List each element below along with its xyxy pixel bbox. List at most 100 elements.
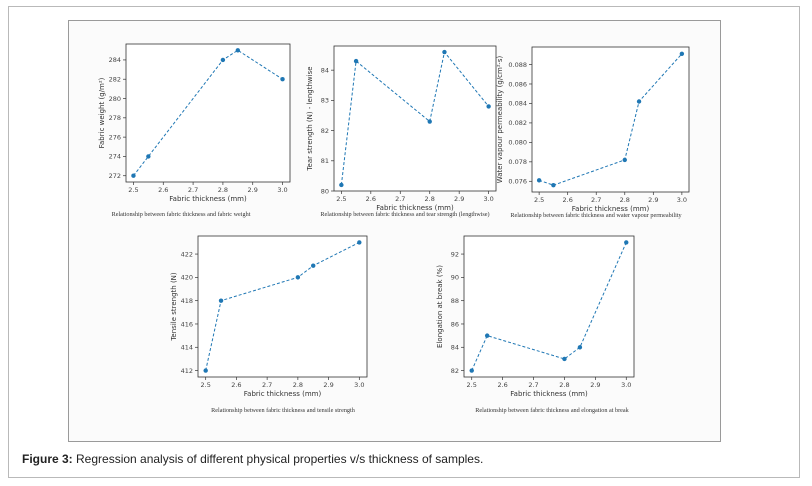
y-tick-label: 82	[321, 127, 329, 135]
x-tick-label: 3.0	[354, 381, 364, 389]
x-tick-label: 2.6	[366, 195, 376, 203]
chart-subtitle: Relationship between fabric thickness an…	[475, 407, 629, 414]
y-tick-label: 416	[181, 320, 193, 328]
chart-wvp: 2.5 2.6 2.7 2.8 2.9 3.0 0.076 0.078 0.080 0.082 0.…	[496, 46, 690, 219]
data-point	[218, 298, 224, 303]
y-tick-label: 0.076	[508, 178, 527, 186]
x-axis-label: Fabric thickness (mm)	[376, 204, 454, 212]
y-tick-label: 88	[451, 297, 459, 305]
y-tick-label: 280	[109, 95, 121, 103]
y-tick-label: 86	[451, 320, 459, 328]
x-tick-label: 2.7	[528, 381, 538, 389]
plot-area	[333, 45, 497, 192]
x-tick-label: 3.0	[277, 186, 287, 194]
x-axis-label: Fabric thickness (mm)	[510, 390, 588, 398]
x-tick-label: 2.6	[231, 381, 241, 389]
x-tick-label: 2.7	[262, 381, 272, 389]
chart-subtitle: Relationship between fabric thickness an…	[112, 211, 251, 218]
chart-tear: 2.5 2.6 2.7 2.8 2.9 3.0 80 81 82 83 84 Fabric thick…	[306, 45, 497, 218]
y-tick-label: 83	[321, 97, 329, 105]
x-tick-label: 2.8	[559, 381, 569, 389]
x-tick-label: 2.7	[395, 195, 405, 203]
y-tick-label: 84	[321, 66, 329, 74]
data-point	[203, 368, 208, 373]
data-point	[220, 57, 226, 63]
data-point	[577, 345, 583, 350]
data-point	[131, 173, 136, 178]
chart-weight: 2.5 2.6 2.7 2.8 2.9 3.0 272 274 276 278 280 282 284 F…	[98, 43, 291, 218]
data-point	[295, 275, 301, 280]
x-tick-label: 2.5	[336, 195, 346, 203]
data-point	[622, 157, 627, 163]
y-axis-label: Tensile strength (N)	[170, 272, 178, 342]
x-tick-label: 2.6	[563, 196, 573, 204]
x-tick-label: 2.6	[158, 186, 168, 194]
x-tick-label: 2.9	[648, 196, 658, 204]
y-tick-label: 414	[181, 344, 193, 352]
x-tick-label: 3.0	[677, 196, 687, 204]
y-axis-label: Fabric weight (g/m²)	[98, 77, 106, 148]
x-tick-label: 3.0	[621, 381, 631, 389]
data-point	[311, 263, 316, 268]
data-point	[469, 368, 474, 373]
y-tick-label: 0.088	[508, 61, 527, 69]
y-tick-label: 80	[321, 187, 329, 195]
y-tick-label: 90	[451, 274, 459, 282]
x-tick-label: 2.7	[188, 186, 198, 194]
plot-area	[531, 46, 690, 193]
y-tick-label: 0.080	[508, 139, 527, 147]
y-tick-label: 84	[451, 344, 459, 352]
x-tick-label: 2.9	[248, 186, 258, 194]
data-point	[442, 49, 447, 55]
data-point	[551, 182, 556, 188]
caption-text: Regression analysis of different physica…	[72, 452, 484, 466]
x-tick-label: 2.9	[323, 381, 333, 389]
x-tick-label: 2.7	[591, 196, 601, 204]
y-axis-label: Tear strength (N) - lengthwise	[306, 66, 314, 171]
data-point	[353, 58, 359, 64]
x-tick-label: 3.0	[483, 195, 493, 203]
chart-subtitle: Relationship between fabric thickness an…	[510, 212, 682, 219]
data-point	[357, 240, 362, 245]
chart-subtitle: Relationship between fabric thickness an…	[320, 211, 489, 218]
y-tick-label: 0.082	[508, 119, 527, 127]
y-axis-label: Water vapour permeability (g/cm²·s)	[496, 55, 504, 183]
y-tick-label: 0.084	[508, 100, 527, 108]
data-point	[679, 51, 685, 57]
data-point	[486, 104, 491, 109]
x-tick-label: 2.8	[218, 186, 228, 194]
data-point	[339, 182, 344, 188]
data-point	[636, 99, 642, 104]
data-point	[484, 333, 490, 338]
plot-area	[463, 235, 635, 378]
x-tick-label: 2.8	[293, 381, 303, 389]
plot-area	[125, 43, 291, 183]
y-tick-label: 92	[451, 250, 459, 258]
y-tick-label: 284	[109, 56, 121, 64]
x-tick-label: 2.8	[425, 195, 435, 203]
y-tick-label: 0.086	[508, 80, 527, 88]
y-tick-label: 282	[109, 76, 121, 84]
x-tick-label: 2.6	[497, 381, 507, 389]
x-axis-label: Fabric thickness (mm)	[244, 390, 322, 398]
y-axis-label: Elongation at break (%)	[436, 265, 444, 348]
chart-elongation: 2.5 2.6 2.7 2.8 2.9 3.0 82 84 86 88 90 92 Fabric thi…	[436, 235, 635, 414]
x-tick-label: 2.5	[534, 196, 544, 204]
y-tick-label: 278	[109, 114, 121, 122]
x-axis-label: Fabric thickness (mm)	[169, 195, 247, 203]
data-point	[280, 77, 285, 82]
data-point	[536, 178, 542, 183]
data-point	[624, 240, 629, 245]
data-point	[427, 119, 432, 124]
x-axis-label: Fabric thickness (mm)	[572, 205, 650, 213]
y-tick-label: 420	[181, 274, 193, 282]
plot-area	[197, 235, 368, 378]
x-tick-label: 2.9	[454, 195, 464, 203]
y-tick-label: 81	[321, 157, 329, 165]
y-tick-label: 418	[181, 297, 193, 305]
x-tick-label: 2.5	[128, 186, 138, 194]
chart-tensile: 2.5 2.6 2.7 2.8 2.9 3.0 412 414 416 418 420 422 Fabr…	[170, 235, 368, 414]
data-point	[562, 356, 567, 362]
y-tick-label: 274	[109, 153, 121, 161]
